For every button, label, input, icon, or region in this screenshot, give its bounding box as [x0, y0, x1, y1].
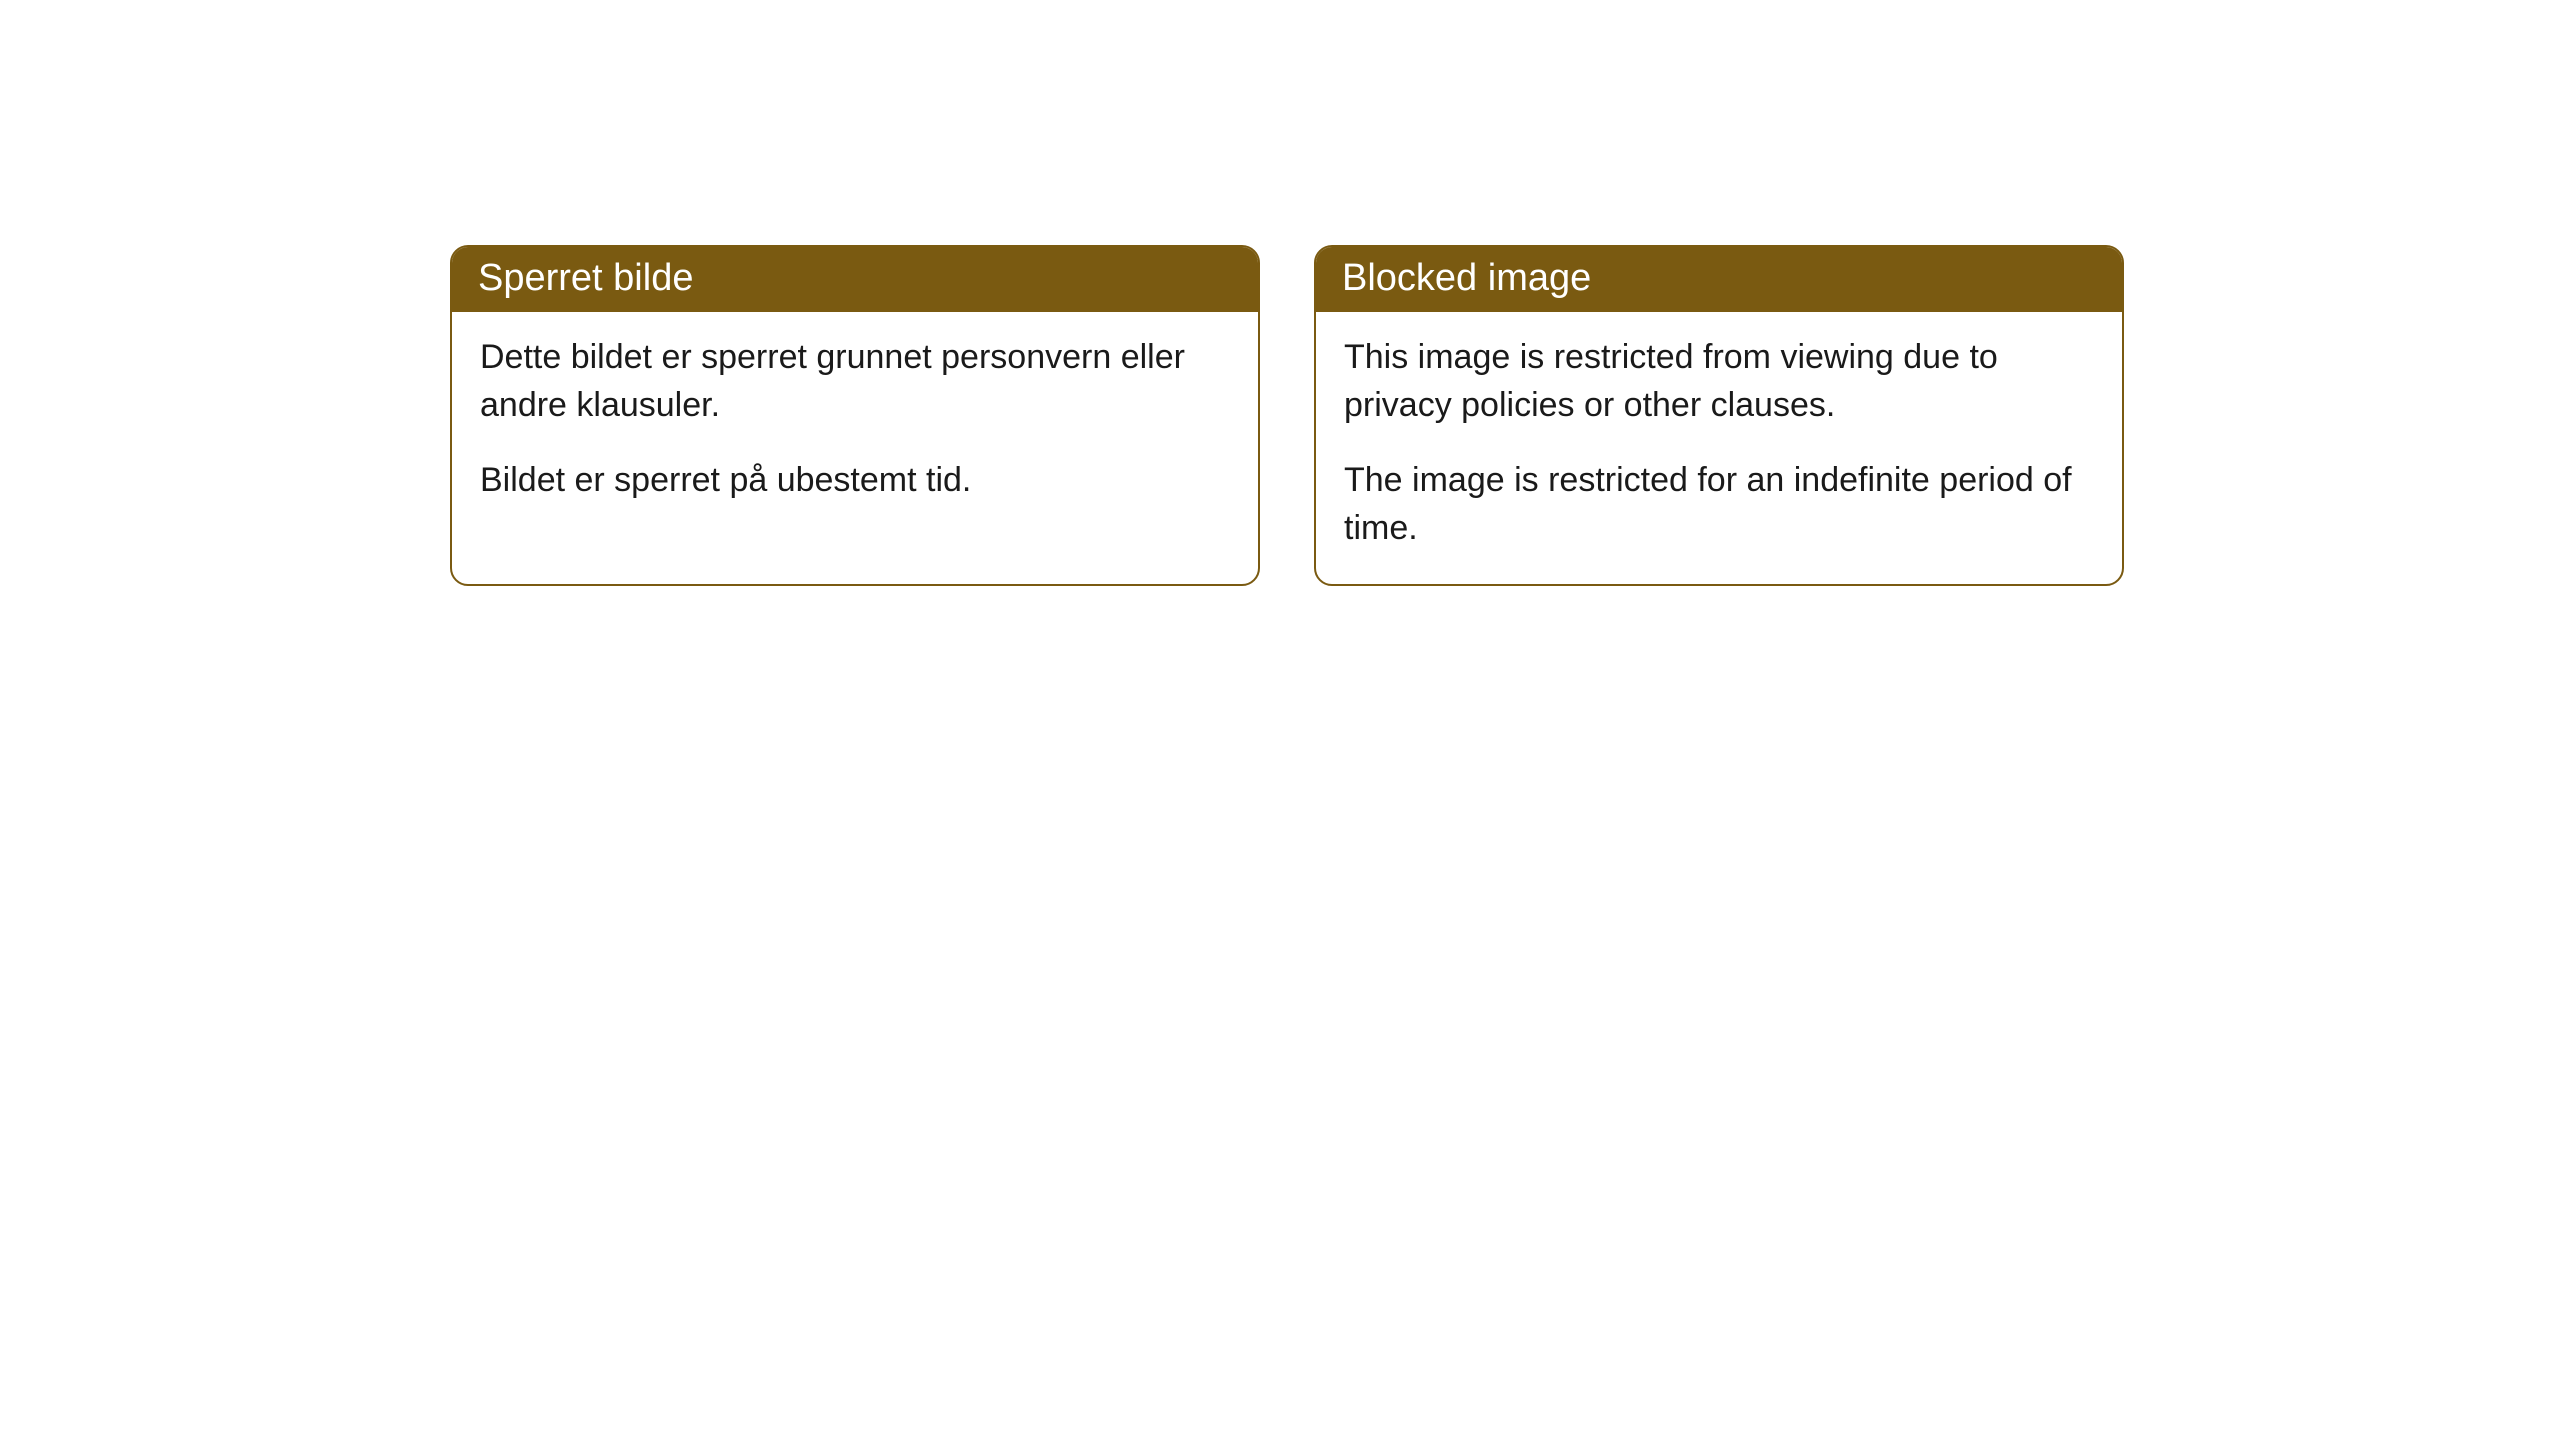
notice-title-norwegian: Sperret bilde: [452, 247, 1258, 312]
notice-paragraph: Bildet er sperret på ubestemt tid.: [480, 457, 1230, 505]
notice-body-english: This image is restricted from viewing du…: [1316, 312, 2122, 584]
notice-cards-container: Sperret bilde Dette bildet er sperret gr…: [450, 245, 2124, 586]
notice-title-english: Blocked image: [1316, 247, 2122, 312]
notice-card-english: Blocked image This image is restricted f…: [1314, 245, 2124, 586]
notice-body-norwegian: Dette bildet er sperret grunnet personve…: [452, 312, 1258, 537]
notice-paragraph: This image is restricted from viewing du…: [1344, 334, 2094, 429]
notice-paragraph: The image is restricted for an indefinit…: [1344, 457, 2094, 552]
notice-paragraph: Dette bildet er sperret grunnet personve…: [480, 334, 1230, 429]
notice-card-norwegian: Sperret bilde Dette bildet er sperret gr…: [450, 245, 1260, 586]
